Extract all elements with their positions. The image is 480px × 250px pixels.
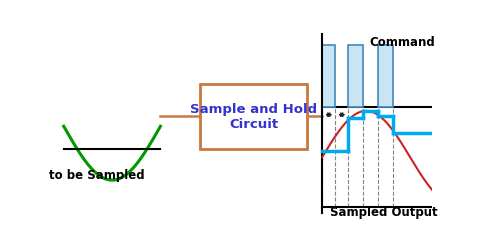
Bar <box>348 46 363 107</box>
Bar <box>200 84 307 149</box>
Text: Sampled Output: Sampled Output <box>330 206 437 219</box>
Bar <box>378 46 393 107</box>
Text: to be Sampled: to be Sampled <box>49 168 145 181</box>
Text: Command: Command <box>370 36 435 49</box>
Text: Sample and Hold
Circuit: Sample and Hold Circuit <box>190 102 317 130</box>
Bar <box>322 46 335 107</box>
